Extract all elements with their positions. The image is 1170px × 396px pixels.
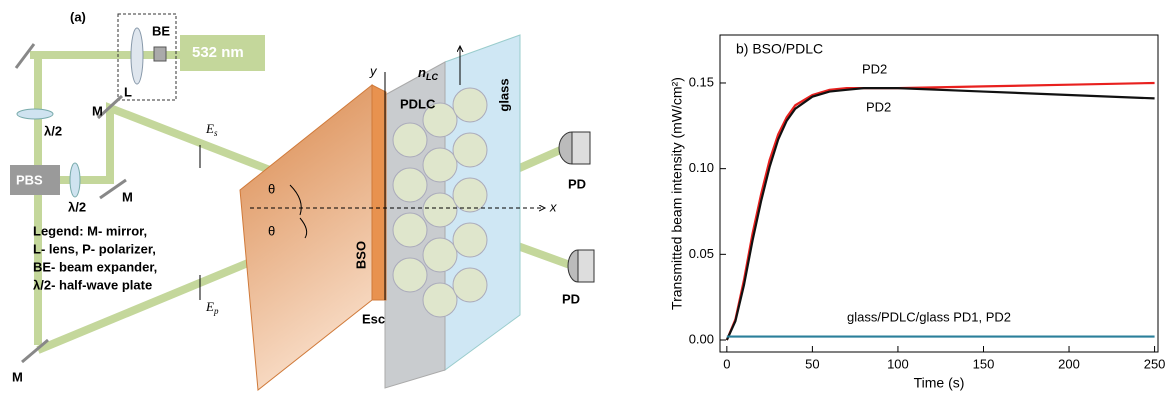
legend-line: λ/2- half-wave plate <box>33 277 152 292</box>
legend-line: L- lens, P- polarizer, <box>33 241 156 256</box>
x-tick-label: 100 <box>887 356 909 371</box>
label: M <box>12 369 23 384</box>
y-axis-label: Transmitted beam intensity (mW/cm²) <box>669 77 685 310</box>
label: PD <box>568 176 586 191</box>
droplets <box>392 87 488 318</box>
y-tick-label: 0.05 <box>689 246 714 261</box>
label: PBS <box>16 172 43 187</box>
pd-detector <box>558 131 591 165</box>
label: M <box>122 189 133 204</box>
label: L <box>124 84 132 99</box>
label: PDLC <box>400 96 436 111</box>
bso-side <box>371 84 387 301</box>
expander-box <box>117 13 177 101</box>
beam <box>30 51 277 354</box>
half-wave-plate <box>69 162 81 198</box>
label: nLC <box>418 65 438 82</box>
y-tick-label: 0.15 <box>689 74 714 89</box>
angle-arc <box>289 184 308 239</box>
lens <box>130 27 144 85</box>
label: θ <box>268 223 275 238</box>
diagram: (a) BE 532 nm L λ/2 λ/2 M M M PBS Legend… <box>10 9 595 391</box>
mirror <box>14 43 36 69</box>
pbs <box>10 165 60 195</box>
y-tick-label: 0.10 <box>689 160 714 175</box>
mirror <box>21 338 49 364</box>
x-tick-label: 150 <box>973 356 995 371</box>
chart: 0 50 100 150 200 250 0.00 0.05 0.10 0.15 Time (s) T… <box>669 34 1166 391</box>
annotation: PD2 <box>862 61 887 76</box>
x-tick-label: 0 <box>723 356 730 371</box>
label: Ep <box>205 299 219 316</box>
label: Esc <box>362 311 385 326</box>
y-tick-label: 0.00 <box>689 331 714 346</box>
mirror <box>99 178 127 200</box>
annotation: PD2 <box>866 99 891 114</box>
label: 532 nm <box>192 44 244 61</box>
plot-frame <box>719 34 1159 353</box>
pd-detector <box>567 249 595 283</box>
series-line <box>725 87 1155 341</box>
label: y <box>369 63 378 78</box>
legend-line: BE- beam expander, <box>33 259 157 274</box>
label: BSO <box>353 241 368 269</box>
x-tick-label: 200 <box>1058 356 1080 371</box>
be <box>153 46 167 62</box>
label: M <box>92 103 103 118</box>
legend-line: Legend: M- mirror, <box>33 223 147 238</box>
label: θ <box>268 181 275 196</box>
x-tick-label: 250 <box>1144 356 1166 371</box>
label: x <box>549 199 557 214</box>
label: PD <box>562 291 580 306</box>
label: (a) <box>70 9 86 24</box>
chart-title: b) BSO/PDLC <box>736 41 823 57</box>
bso-front <box>239 83 373 391</box>
label: λ/2 <box>68 199 86 214</box>
label: glass <box>496 78 511 111</box>
label: λ/2 <box>44 123 62 138</box>
half-wave-plate <box>16 108 54 120</box>
annotation: glass/PDLC/glass PD1, PD2 <box>847 309 1011 324</box>
beam <box>513 144 572 269</box>
x-tick-label: 50 <box>805 356 819 371</box>
mirror <box>96 94 124 120</box>
series-line <box>725 81 1155 341</box>
laser <box>180 35 265 71</box>
label: BE <box>152 23 170 38</box>
x-axis-label: Time (s) <box>914 375 965 391</box>
label: Es <box>205 121 218 138</box>
